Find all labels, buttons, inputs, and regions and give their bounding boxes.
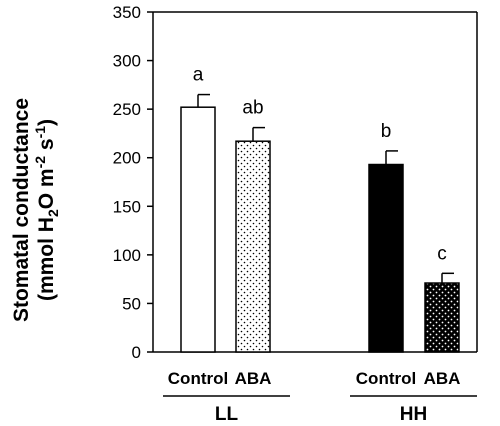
ylabel-part4: ) [35, 119, 58, 126]
y-tick-label: 0 [132, 343, 141, 362]
significance-label: a [193, 65, 204, 86]
bar-control-0 [180, 106, 216, 353]
bar-aba-3 [424, 282, 460, 353]
y-axis-title: Stomatal conductance (mmol H2O m-2 s-1) [10, 98, 61, 322]
y-axis-title-line2: (mmol H2O m-2 s-1) [32, 119, 61, 301]
significance-label: b [381, 121, 392, 142]
significance-label: c [437, 243, 447, 264]
ylabel-sub1: 2 [45, 209, 61, 217]
ylabel-sup1: -2 [32, 156, 48, 169]
ylabel-part2: O m [35, 168, 58, 209]
group-label-hh: HH [400, 404, 427, 425]
group-label-ll: LL [215, 404, 239, 425]
y-tick-label: 150 [113, 197, 141, 216]
significance-label: ab [242, 98, 263, 119]
ylabel-part3: s [35, 138, 58, 156]
ylabel-sup2: -1 [32, 126, 48, 139]
y-tick-label: 350 [113, 3, 141, 22]
ylabel-part1: (mmol H [35, 217, 58, 301]
bar-control-2 [368, 163, 404, 353]
category-label: ABA [235, 369, 272, 388]
plot-area: 0 50 100 150 200 250 300 350 a Control ab ABA b Contr… [113, 3, 478, 425]
y-tick-label: 300 [113, 52, 141, 71]
category-label: Control [168, 369, 228, 388]
y-tick-label: 100 [113, 246, 141, 265]
y-tick-label: 50 [122, 294, 141, 313]
bar-aba-1 [235, 140, 271, 353]
category-label: Control [356, 369, 416, 388]
category-label: ABA [424, 369, 461, 388]
y-tick-label: 250 [113, 100, 141, 119]
y-axis-title-line1: Stomatal conductance [10, 98, 33, 322]
y-tick-label: 200 [113, 149, 141, 168]
